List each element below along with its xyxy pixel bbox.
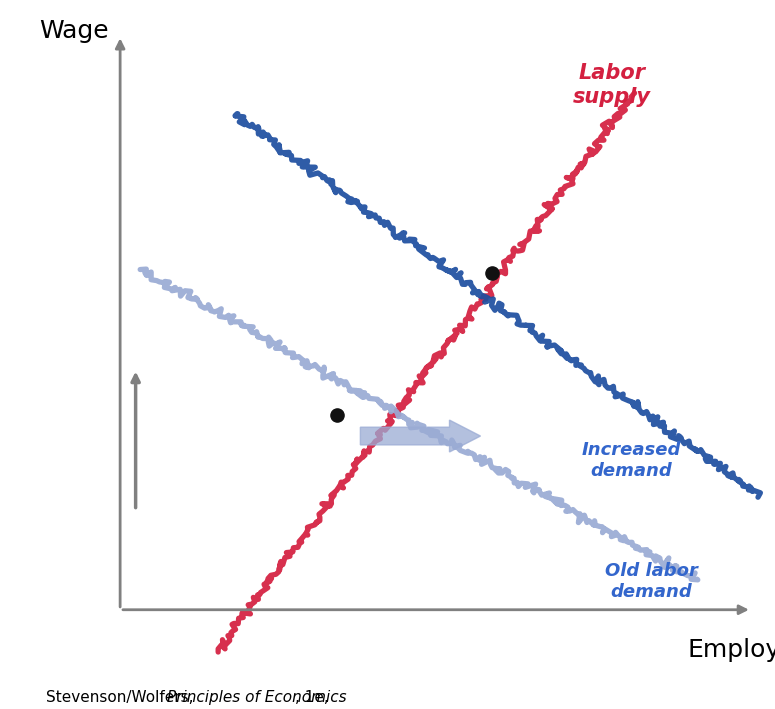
Text: Stevenson/Wolfers,: Stevenson/Wolfers,: [46, 691, 199, 705]
Text: Increased
demand: Increased demand: [582, 442, 681, 480]
Point: [331, 409, 343, 420]
Text: , 1e,: , 1e,: [295, 691, 329, 705]
Text: Old labor
demand: Old labor demand: [604, 562, 698, 601]
Text: Labor
supply: Labor supply: [574, 64, 651, 106]
Text: Employment: Employment: [688, 638, 775, 662]
Text: Principles of Economics: Principles of Economics: [167, 691, 346, 705]
Point: [486, 267, 498, 279]
FancyArrow shape: [360, 420, 480, 452]
Text: Wage: Wage: [39, 18, 109, 43]
